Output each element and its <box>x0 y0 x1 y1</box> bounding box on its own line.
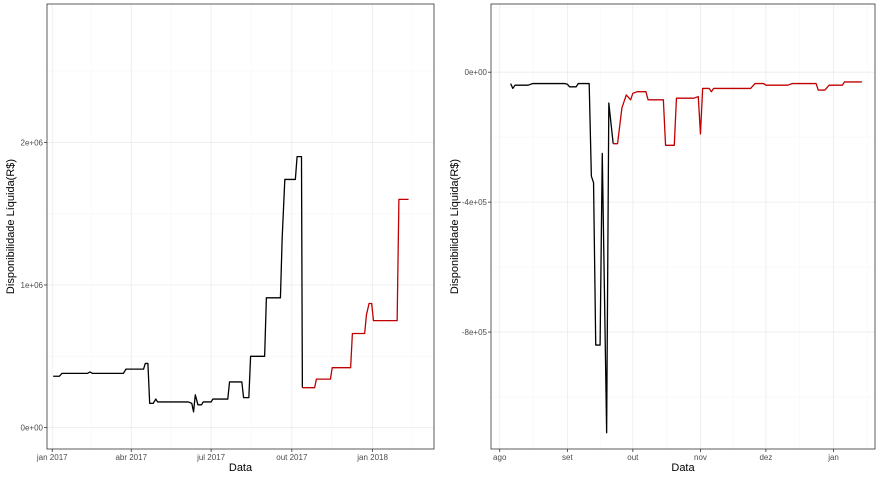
left-y-tick-label: 2e+06 <box>21 138 44 147</box>
right-x-tick-label: nov <box>694 453 707 462</box>
left-x-tick-label: jan 2017 <box>36 453 68 462</box>
right-y-tick-label: -4e+05 <box>462 198 488 207</box>
right-y-tick-label: 0e+00 <box>465 68 488 77</box>
left-y-tick-label: 0e+00 <box>21 424 44 433</box>
left-series-line-red <box>302 198 409 389</box>
right-x-tick-label: set <box>562 453 573 462</box>
right-x-tick-label: jan <box>827 453 839 462</box>
right-x-tick-label: dez <box>759 453 772 462</box>
left-y-tick-label: 1e+06 <box>21 281 44 290</box>
left-series-line-black <box>53 155 304 413</box>
right-panel-border <box>490 3 876 450</box>
right-x-tick-label: ago <box>493 453 507 462</box>
left-panel-border <box>46 3 435 450</box>
right-y-tick-label: -8e+05 <box>462 328 488 337</box>
left-x-tick-label: out 2017 <box>276 453 308 462</box>
right-chart: ago set out nov dez jan 0e+00 -4e+05 -8e+05 Data D… <box>449 3 876 474</box>
left-x-tick-label: abr 2017 <box>115 453 147 462</box>
left-chart: jan 2017 abr 2017 jul 2017 out 2017 jan 2018… <box>5 3 435 474</box>
left-x-axis-title: Data <box>229 462 253 474</box>
right-x-axis-title: Data <box>671 462 695 474</box>
left-y-axis-title: Disponibilidade Líquida(R$) <box>5 159 17 294</box>
right-x-tick-label: out <box>627 453 639 462</box>
right-series-line-red <box>613 81 862 146</box>
left-x-tick-label: jan 2018 <box>356 453 388 462</box>
right-y-axis-title: Disponibilidade Líquida(R$) <box>449 159 461 294</box>
left-x-tick-label: jul 2017 <box>196 453 226 462</box>
right-series-line-black <box>510 82 614 434</box>
